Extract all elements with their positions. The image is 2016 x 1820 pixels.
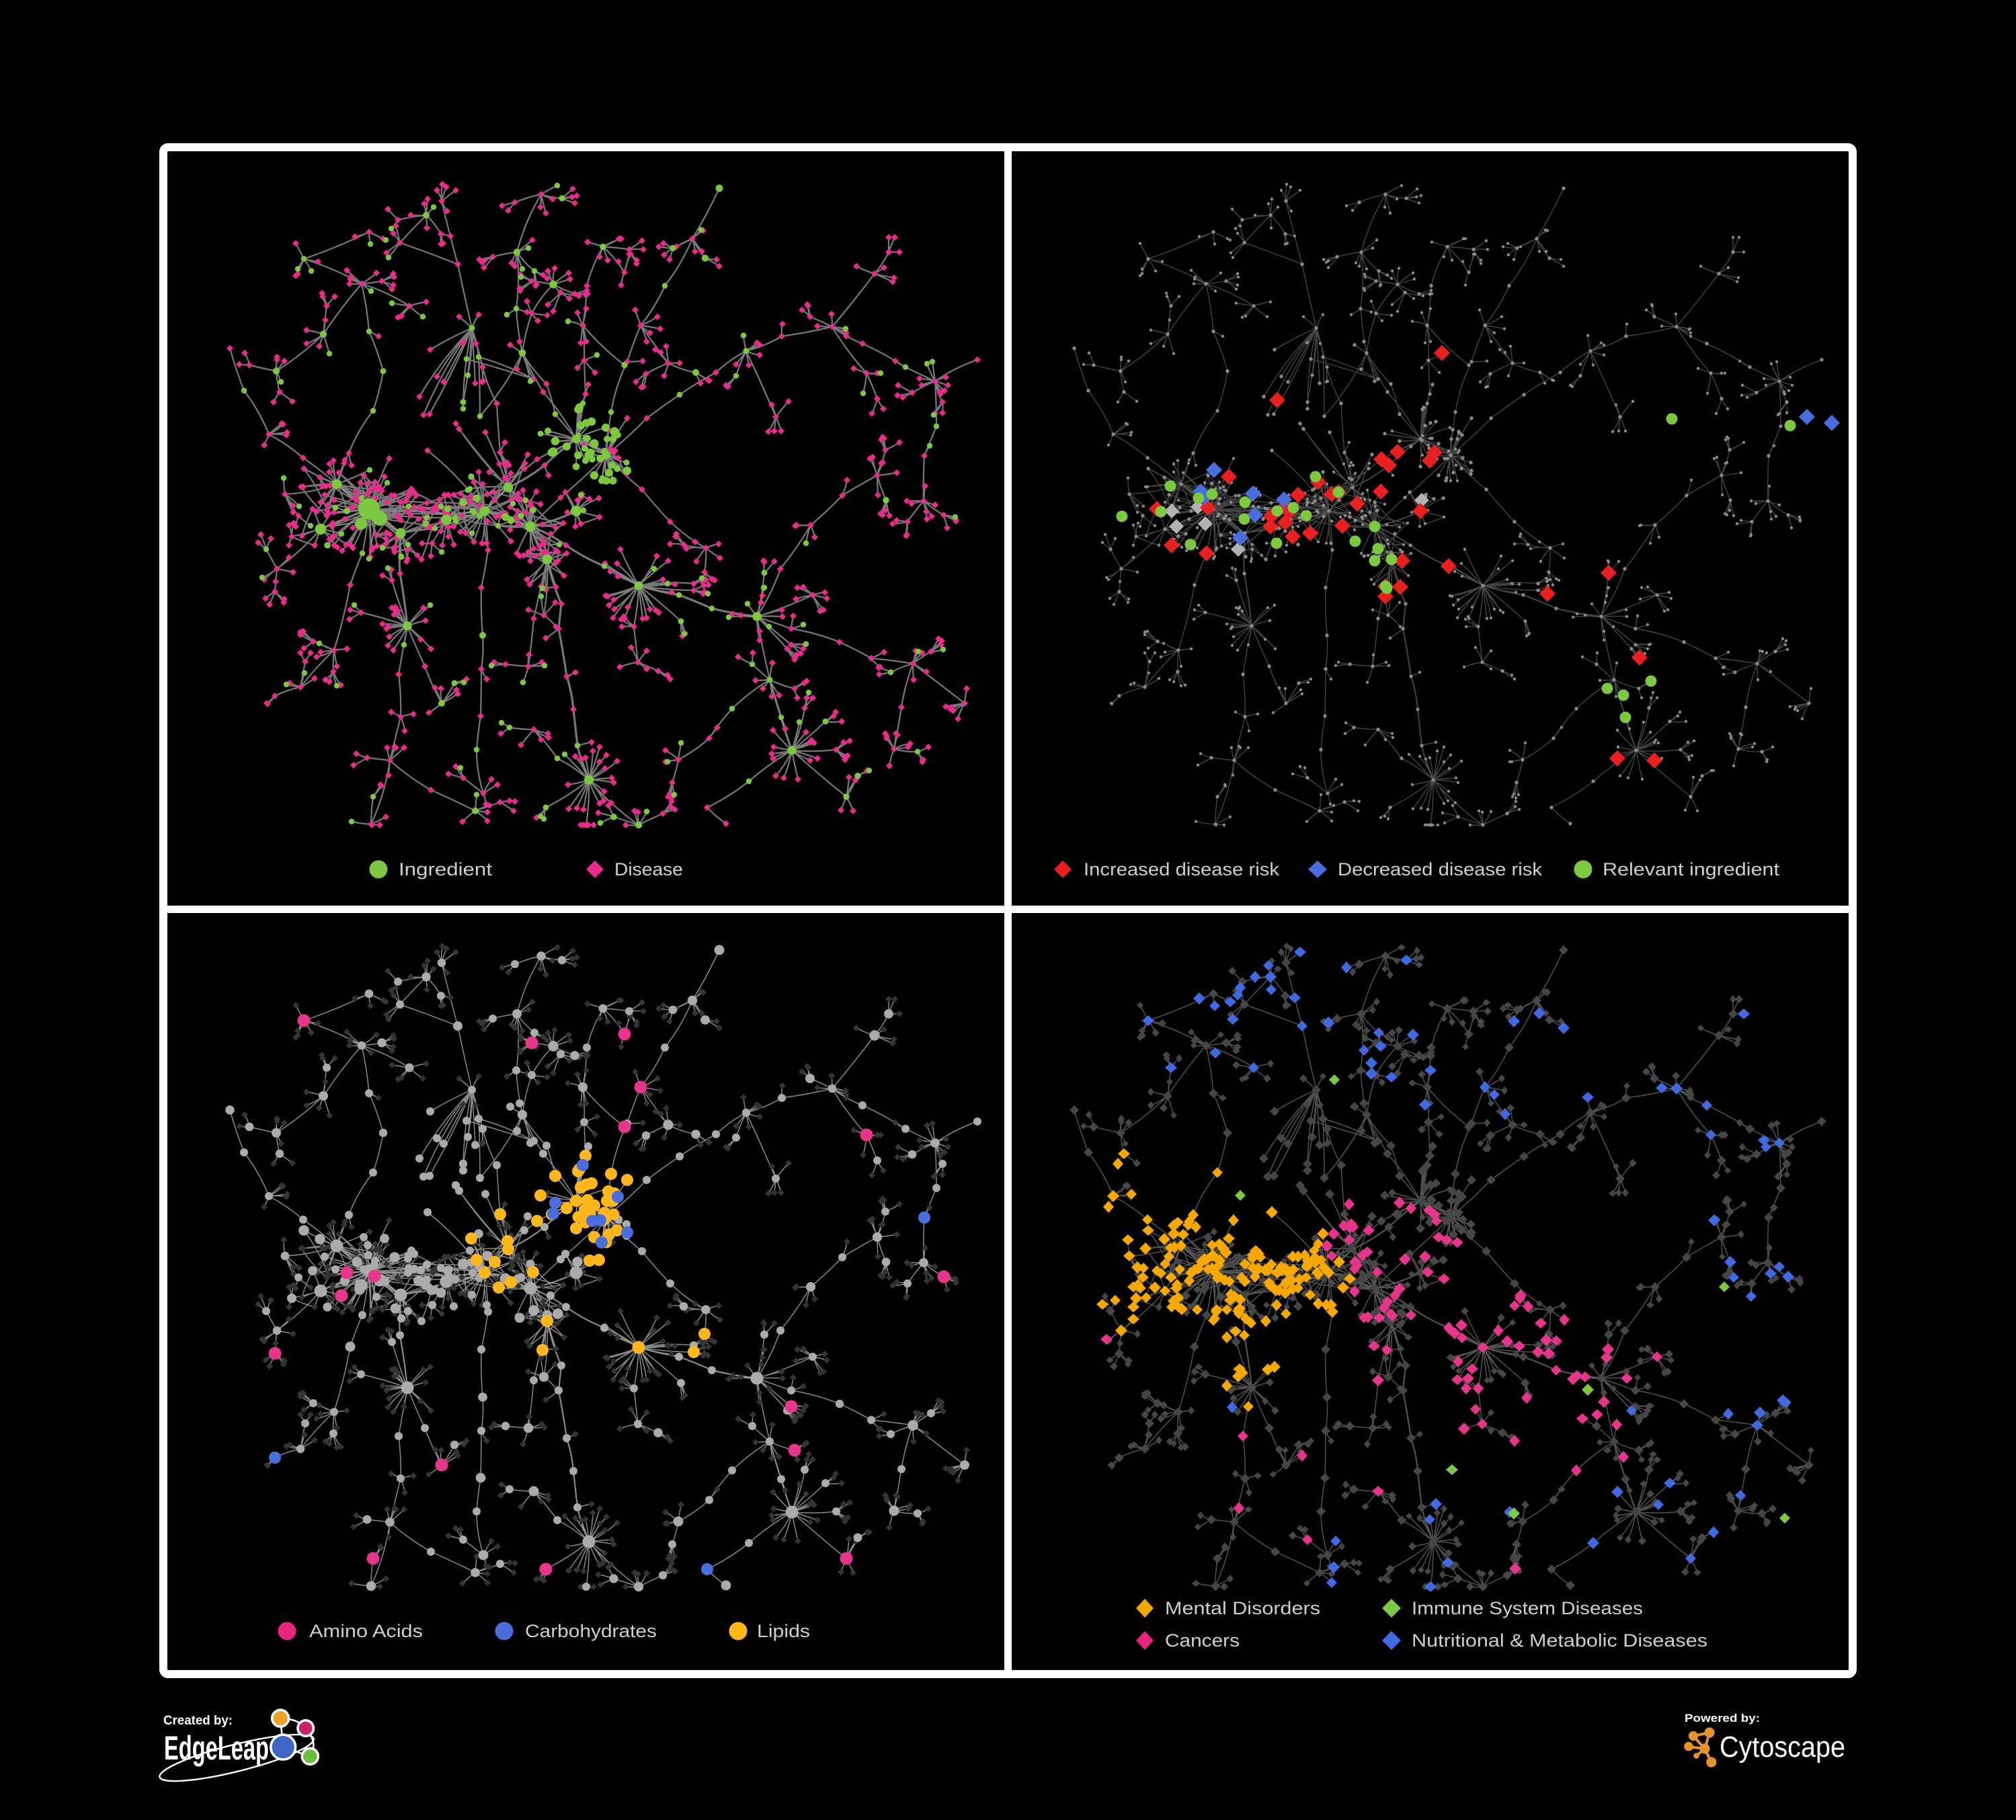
svg-text:Increased disease risk: Increased disease risk (1084, 859, 1280, 879)
svg-text:Powered by:: Powered by: (1685, 1712, 1760, 1725)
svg-text:Nutritional & Metabolic Diseas: Nutritional & Metabolic Diseases (1412, 1630, 1707, 1651)
svg-text:Relevant ingredient: Relevant ingredient (1603, 859, 1780, 879)
svg-text:Ingredient: Ingredient (399, 859, 493, 879)
svg-text:Decreased disease risk: Decreased disease risk (1338, 859, 1543, 879)
svg-text:Lipids: Lipids (757, 1621, 810, 1641)
svg-text:Immune System Diseases: Immune System Diseases (1412, 1598, 1643, 1618)
svg-text:Created by:: Created by: (163, 1714, 233, 1728)
svg-text:EdgeLeap: EdgeLeap (164, 1729, 269, 1767)
svg-text:Cytoscape: Cytoscape (1720, 1731, 1845, 1764)
svg-text:Carbohydrates: Carbohydrates (525, 1621, 657, 1641)
svg-text:Disease: Disease (614, 859, 683, 879)
svg-text:Amino Acids: Amino Acids (309, 1621, 423, 1641)
svg-text:Cancers: Cancers (1165, 1630, 1240, 1651)
svg-text:Mental Disorders: Mental Disorders (1165, 1598, 1320, 1618)
